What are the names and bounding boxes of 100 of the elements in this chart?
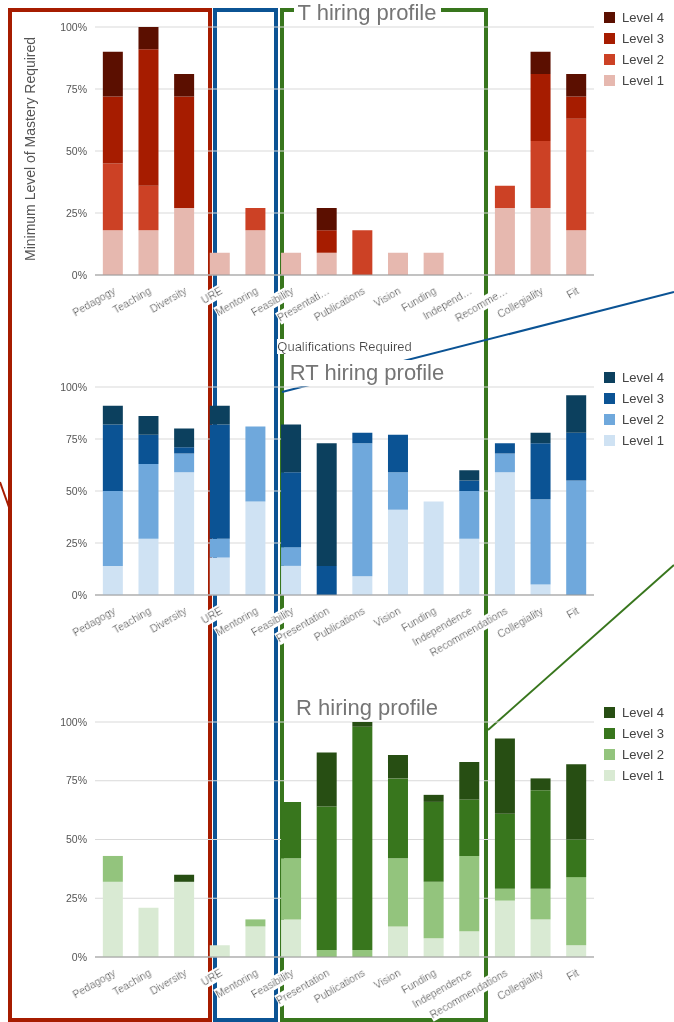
bar: [352, 432, 373, 444]
x-tick-label: Fit: [564, 604, 581, 622]
bar: [494, 738, 515, 814]
y-tick-label: 75%: [65, 432, 87, 445]
y-tick-label: 75%: [65, 774, 87, 787]
bar: [530, 141, 551, 209]
bar: [530, 790, 551, 889]
bar: [530, 432, 551, 444]
y-tick-label: 0%: [71, 950, 87, 963]
x-tick-label: Fit: [564, 966, 581, 984]
bar: [102, 230, 123, 275]
bar: [459, 761, 480, 800]
bar: [174, 96, 195, 209]
legend-label: Level 3: [622, 726, 664, 741]
bar: [387, 778, 408, 859]
bar: [138, 907, 159, 957]
bar: [245, 926, 266, 957]
bar: [138, 416, 159, 435]
bar: [245, 208, 266, 231]
bar: [494, 888, 515, 901]
bar: [174, 453, 195, 473]
bar: [102, 51, 123, 97]
bar: [245, 426, 266, 502]
legend-label: Level 2: [622, 747, 664, 762]
y-tick-label: 25%: [65, 891, 87, 904]
y-tick-label: 75%: [65, 82, 87, 95]
bar: [102, 881, 123, 957]
bar: [174, 74, 195, 97]
bar: [102, 405, 123, 425]
bar: [209, 945, 230, 957]
y-tick-label: 25%: [65, 206, 87, 219]
y-tick-label: 50%: [65, 144, 87, 157]
bar: [281, 424, 302, 473]
bar: [138, 538, 159, 595]
bar: [316, 230, 337, 253]
bar: [102, 491, 123, 566]
bar: [281, 252, 302, 275]
bar: [530, 74, 551, 142]
bar: [387, 754, 408, 779]
bar: [459, 470, 480, 481]
bar: [494, 443, 515, 454]
bar: [566, 118, 587, 231]
bar: [138, 49, 159, 186]
y-tick-label: 0%: [71, 588, 87, 601]
bar: [387, 252, 408, 275]
bar: [281, 547, 302, 566]
y-tick-label: 0%: [71, 268, 87, 281]
bar: [423, 501, 444, 595]
bar: [102, 163, 123, 231]
bar: [530, 778, 551, 791]
legend-label: Level 1: [622, 768, 664, 783]
bar: [138, 27, 159, 50]
bar: [352, 230, 373, 275]
bar: [423, 801, 444, 882]
bar: [316, 565, 337, 595]
bar: [566, 480, 587, 595]
bar: [281, 801, 302, 859]
bar: [281, 472, 302, 548]
bar: [423, 794, 444, 802]
bar: [423, 938, 444, 957]
bar: [174, 874, 195, 882]
y-tick-label: 100%: [60, 20, 87, 33]
bar: [174, 208, 195, 275]
legend-label: Level 2: [622, 412, 664, 427]
bar: [566, 432, 587, 481]
bar: [245, 501, 266, 595]
chart-title: T hiring profile: [293, 0, 441, 26]
bar: [102, 855, 123, 882]
bar: [174, 447, 195, 454]
bar: [174, 881, 195, 957]
y-tick-label: 50%: [65, 833, 87, 846]
y-tick-label: 50%: [65, 484, 87, 497]
bar: [494, 453, 515, 473]
bar: [316, 252, 337, 275]
bar: [316, 443, 337, 566]
chart-title: R hiring profile: [292, 695, 442, 721]
bar: [387, 926, 408, 957]
bar: [566, 230, 587, 275]
bar: [138, 185, 159, 231]
chart-title: RT hiring profile: [285, 360, 449, 386]
bar: [209, 424, 230, 539]
bar: [566, 764, 587, 840]
bar: [530, 888, 551, 920]
bar: [387, 434, 408, 473]
bar: [387, 472, 408, 510]
bar: [530, 919, 551, 957]
bar: [566, 96, 587, 119]
bar: [459, 480, 480, 491]
bar: [174, 472, 195, 595]
bar: [138, 434, 159, 464]
bar: [566, 945, 587, 957]
bar: [459, 855, 480, 932]
bar: [530, 208, 551, 275]
bar: [494, 813, 515, 889]
legend-label: Level 4: [622, 10, 664, 25]
legend-label: Level 2: [622, 52, 664, 67]
x-axis-title: Qualifications Required: [277, 339, 412, 354]
bar: [245, 919, 266, 927]
bar: [387, 509, 408, 595]
bar: [566, 395, 587, 433]
